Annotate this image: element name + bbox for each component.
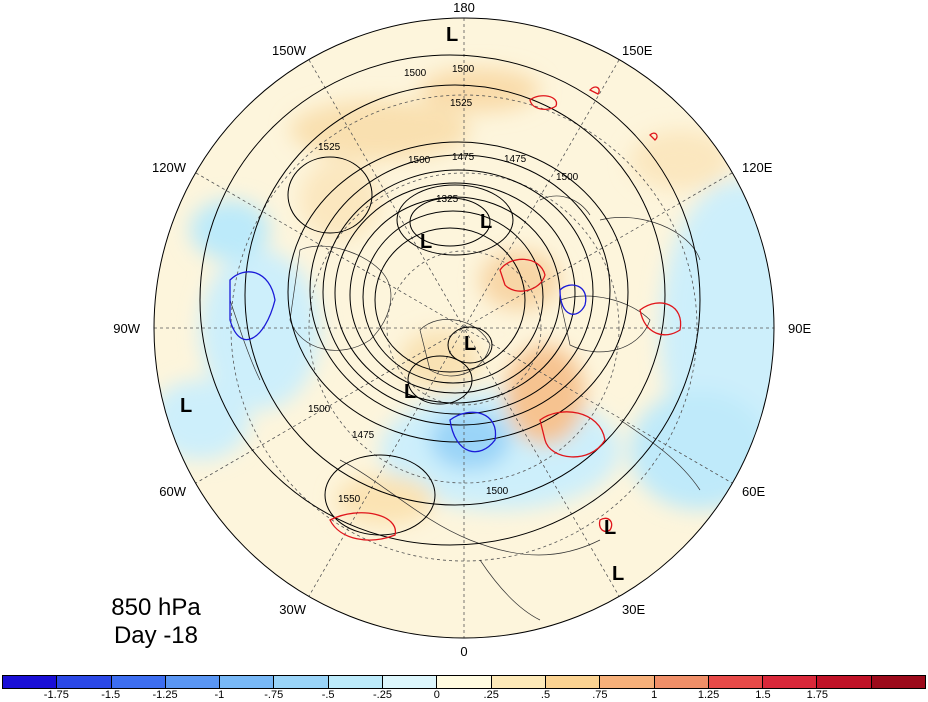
contour-labels: 1500 1500 1525 1525 1500 1475 1475 1500 …: [308, 64, 579, 505]
lon-label-60w: 60W: [159, 484, 186, 499]
contour-label: 1500: [556, 172, 579, 183]
height-contours: [199, 54, 701, 546]
colorbar-tick-label: .5: [540, 689, 551, 701]
contour-label: 1525: [450, 98, 473, 109]
colorbar-tick-label: -1: [214, 689, 225, 701]
lon-label-60e: 60E: [742, 484, 765, 499]
low-marker: L: [604, 517, 616, 539]
negative-anomaly-contours: [229, 271, 587, 453]
colorbar-swatch: [328, 676, 384, 688]
colorbar: [2, 675, 926, 689]
contour-label: 1500: [404, 68, 427, 79]
colorbar-tick-label: -1.75: [43, 689, 69, 701]
low-marker: L: [446, 24, 458, 46]
colorbar-swatch: [817, 676, 872, 688]
contour-label: 1500: [452, 64, 475, 75]
colorbar-swatch: [654, 676, 709, 688]
lon-label-150w: 150W: [272, 43, 307, 58]
contour-label: 1525: [318, 142, 341, 153]
map-boundary: [153, 17, 775, 639]
contour-label: 1500: [408, 155, 431, 166]
colorbar-tick-label: -.75: [264, 689, 284, 701]
low-marker: L: [464, 333, 476, 355]
colorbar-swatch: [491, 676, 546, 688]
contour-label: 1475: [352, 430, 375, 441]
low-marker: L: [480, 211, 492, 233]
colorbar-swatch: [763, 676, 818, 688]
colorbar-swatch: [437, 676, 492, 688]
contour-label: 1500: [486, 486, 509, 497]
lon-label-180: 180: [453, 0, 475, 15]
longitude-labels: 180 150E 120E 90E 60E 30E 0 30W 60W 90W …: [113, 0, 811, 659]
colorbar-swatch: [708, 676, 764, 688]
lon-label-90e: 90E: [788, 321, 811, 336]
colorbar-tick-label: .25: [483, 689, 499, 701]
day-caption: Day -18: [113, 622, 199, 649]
colorbar-tick-label: 1.25: [697, 689, 720, 701]
lon-label-0: 0: [460, 644, 467, 659]
colorbar-swatch: [165, 676, 221, 688]
colorbar-swatch: [600, 676, 655, 688]
colorbar-swatch: [871, 676, 926, 688]
colorbar-swatch: [274, 676, 329, 688]
colorbar-tick-label: 0: [433, 689, 440, 701]
low-marker: L: [180, 395, 192, 417]
colorbar-swatch: [220, 676, 275, 688]
colorbar-swatch: [57, 676, 112, 688]
lon-label-90w: 90W: [113, 321, 140, 336]
lon-label-150e: 150E: [622, 43, 653, 58]
low-marker: L: [420, 231, 432, 253]
colorbar-tick-label: 1.75: [806, 689, 828, 701]
pressure-level-caption: 850 hPa: [111, 594, 201, 621]
colorbar-tick-label: 1.5: [755, 689, 771, 701]
lon-label-120e: 120E: [742, 160, 773, 175]
colorbar-tick-label: -1.5: [101, 689, 121, 701]
lon-label-120w: 120W: [152, 160, 187, 175]
lon-label-30e: 30E: [622, 602, 645, 617]
contour-label: 1325: [436, 194, 459, 205]
lat-lon-grid: [154, 18, 774, 638]
contour-label: 1550: [338, 494, 361, 505]
low-marker: L: [612, 563, 624, 585]
contour-label: 1475: [452, 152, 475, 163]
contour-label: 1475: [504, 154, 527, 165]
colorbar-tick-label: .75: [592, 689, 608, 701]
positive-anomaly-contours: [329, 86, 682, 541]
colorbar-swatch: [383, 676, 438, 688]
anomaly-shading: [154, 18, 774, 638]
colorbar-tick-label: -.5: [321, 689, 335, 701]
colorbar-tick-label: -.25: [372, 689, 392, 701]
colorbar-tick-label: 1: [651, 689, 658, 701]
colorbar-swatch: [111, 676, 166, 688]
low-marker: L: [404, 381, 416, 403]
colorbar-swatch: [545, 676, 601, 688]
colorbar-tick-label: -1.25: [152, 689, 178, 701]
lon-label-30w: 30W: [279, 602, 306, 617]
contour-label: 1500: [308, 404, 331, 415]
low-pressure-markers: L L L L L L L L L: [180, 24, 624, 585]
colorbar-swatch: [3, 676, 58, 688]
